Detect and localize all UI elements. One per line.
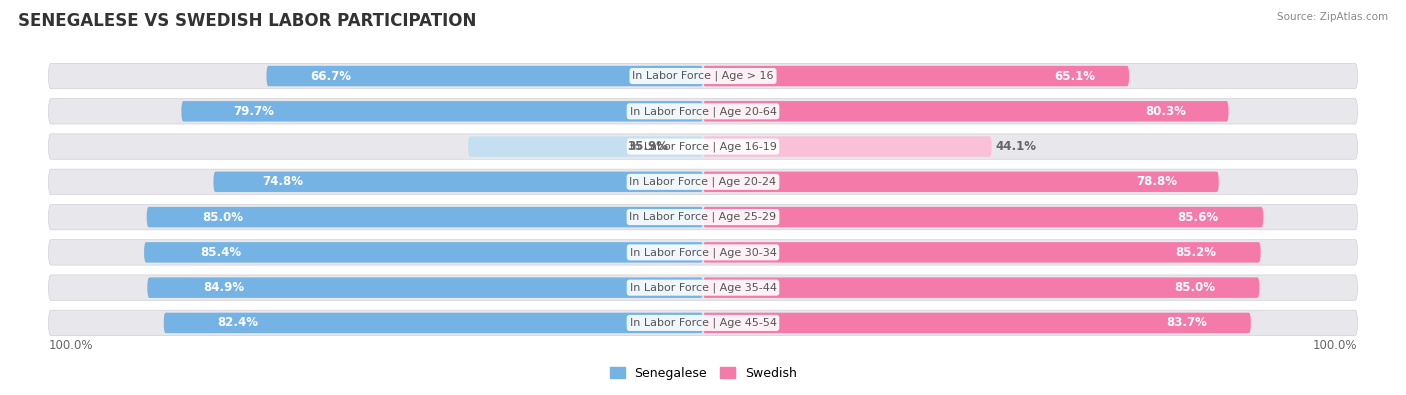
Text: 74.8%: 74.8% [263,175,304,188]
FancyBboxPatch shape [703,277,1260,298]
Text: 100.0%: 100.0% [1313,339,1358,352]
Text: 85.4%: 85.4% [200,246,240,259]
Text: Source: ZipAtlas.com: Source: ZipAtlas.com [1277,12,1388,22]
Text: 79.7%: 79.7% [233,105,274,118]
FancyBboxPatch shape [48,205,1358,230]
FancyBboxPatch shape [48,134,1358,159]
FancyBboxPatch shape [48,99,1358,124]
Text: 82.4%: 82.4% [218,316,259,329]
Text: In Labor Force | Age 20-24: In Labor Force | Age 20-24 [630,177,776,187]
Text: In Labor Force | Age 45-54: In Labor Force | Age 45-54 [630,318,776,328]
Text: 83.7%: 83.7% [1166,316,1206,329]
FancyBboxPatch shape [703,207,1263,228]
FancyBboxPatch shape [267,66,703,86]
Text: 65.1%: 65.1% [1054,70,1095,83]
Text: 85.0%: 85.0% [1174,281,1215,294]
Text: In Labor Force | Age 25-29: In Labor Force | Age 25-29 [630,212,776,222]
FancyBboxPatch shape [703,66,1129,86]
Text: 100.0%: 100.0% [48,339,93,352]
FancyBboxPatch shape [48,63,1358,89]
FancyBboxPatch shape [163,313,703,333]
Text: 66.7%: 66.7% [311,70,352,83]
FancyBboxPatch shape [468,136,703,157]
FancyBboxPatch shape [181,101,703,122]
Text: SENEGALESE VS SWEDISH LABOR PARTICIPATION: SENEGALESE VS SWEDISH LABOR PARTICIPATIO… [18,12,477,30]
FancyBboxPatch shape [146,207,703,228]
FancyBboxPatch shape [48,240,1358,265]
Text: In Labor Force | Age 35-44: In Labor Force | Age 35-44 [630,282,776,293]
Text: 85.2%: 85.2% [1175,246,1216,259]
FancyBboxPatch shape [703,313,1251,333]
FancyBboxPatch shape [48,310,1358,336]
Text: 78.8%: 78.8% [1136,175,1177,188]
Text: In Labor Force | Age > 16: In Labor Force | Age > 16 [633,71,773,81]
Text: 85.0%: 85.0% [202,211,243,224]
FancyBboxPatch shape [143,242,703,263]
FancyBboxPatch shape [703,242,1261,263]
Text: 84.9%: 84.9% [202,281,245,294]
Text: 80.3%: 80.3% [1146,105,1187,118]
Text: 35.9%: 35.9% [627,140,668,153]
Text: In Labor Force | Age 20-64: In Labor Force | Age 20-64 [630,106,776,117]
Text: 44.1%: 44.1% [995,140,1036,153]
FancyBboxPatch shape [703,101,1229,122]
Text: 85.6%: 85.6% [1177,211,1219,224]
FancyBboxPatch shape [703,136,991,157]
FancyBboxPatch shape [703,171,1219,192]
FancyBboxPatch shape [148,277,703,298]
FancyBboxPatch shape [214,171,703,192]
Text: In Labor Force | Age 16-19: In Labor Force | Age 16-19 [630,141,776,152]
FancyBboxPatch shape [48,169,1358,194]
FancyBboxPatch shape [48,275,1358,300]
Text: In Labor Force | Age 30-34: In Labor Force | Age 30-34 [630,247,776,258]
Legend: Senegalese, Swedish: Senegalese, Swedish [609,367,797,380]
